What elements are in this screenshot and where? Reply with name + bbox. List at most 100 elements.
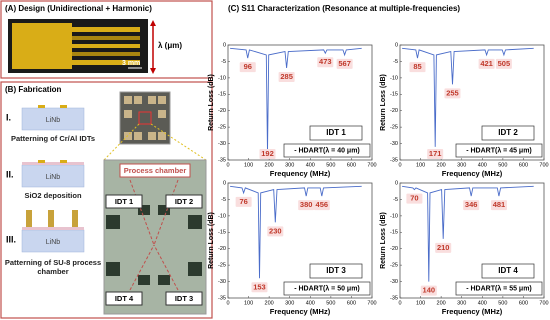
step-caption: SiO2 deposition [24, 191, 82, 200]
x-tick-label: 500 [326, 300, 335, 306]
y-tick-label: -30 [218, 141, 226, 147]
y-tick-label: -20 [390, 246, 398, 252]
chart-title: IDT 1 [326, 128, 346, 137]
idt-label: IDT 4 [115, 294, 134, 303]
peak-label-bg [298, 200, 315, 211]
x-tick-label: 0 [226, 162, 229, 168]
title-box [481, 125, 535, 141]
data-line [402, 185, 534, 282]
subtitle-box [283, 143, 371, 158]
x-axis-label: Frequency (MHz) [270, 307, 331, 316]
chamber-photo [103, 159, 207, 315]
data-line [230, 47, 362, 154]
x-tick-label: 400 [478, 300, 487, 306]
y-tick-label: -15 [218, 230, 226, 236]
peak-label: 421 [480, 59, 493, 68]
panel-c-title: (C) S11 Characterization (Resonance at m… [228, 4, 460, 13]
x-tick-label: 600 [347, 300, 356, 306]
chart-subtitle: - HDART(λ = 55 μm) [466, 284, 532, 292]
y-tick-label: -15 [218, 92, 226, 98]
x-tick-label: 700 [539, 162, 548, 168]
y-tick-label: -20 [390, 108, 398, 114]
label-box [119, 163, 191, 178]
x-tick-label: 700 [367, 162, 376, 168]
x-tick-label: 0 [226, 300, 229, 306]
y-tick-label: -20 [218, 246, 226, 252]
peak-label: 346 [465, 200, 478, 209]
y-tick-label: -10 [218, 75, 226, 81]
peak-label: 473 [319, 57, 332, 66]
y-axis-label: Return Loss (dB) [208, 212, 215, 269]
peak-label: 505 [498, 59, 511, 68]
peak-label: 481 [493, 200, 506, 209]
panel-b-frame [0, 81, 213, 319]
y-tick-label: -30 [390, 279, 398, 285]
x-tick-label: 300 [285, 300, 294, 306]
y-tick-label: -25 [218, 263, 226, 269]
peak-label: 85 [413, 62, 421, 71]
x-tick-label: 100 [416, 162, 425, 168]
chart-title: IDT 2 [498, 128, 518, 137]
peak-label-bg [313, 200, 330, 211]
peak-label-bg [495, 58, 512, 69]
substrate-label: LiNb [46, 174, 61, 181]
dimension-label: λ (μm) [158, 41, 182, 50]
subtitle-box [283, 281, 371, 296]
electrode [38, 160, 45, 163]
step-caption: Patterning of Cr/Al IDTs [10, 134, 96, 143]
peak-label: 285 [280, 72, 293, 81]
arrow-heads [150, 20, 156, 74]
peak-label: 255 [446, 88, 459, 97]
data-line [402, 47, 534, 147]
title-box [309, 263, 363, 279]
x-tick-label: 500 [326, 162, 335, 168]
step-caption: Patterning of SU-8 process chamber [4, 258, 102, 276]
x-tick-label: 200 [437, 162, 446, 168]
x-tick-label: 200 [265, 162, 274, 168]
y-tick-label: -30 [218, 279, 226, 285]
title-box [309, 125, 363, 141]
peak-label-bg [251, 282, 268, 293]
peak-label-bg [490, 200, 507, 211]
y-tick-label: 0 [395, 42, 398, 48]
peak-label-bg [267, 226, 284, 237]
x-tick-label: 700 [367, 300, 376, 306]
chart-title: IDT 4 [498, 266, 518, 275]
y-tick-label: -15 [390, 92, 398, 98]
x-tick-label: 400 [478, 162, 487, 168]
y-axis-label: Return Loss (dB) [380, 212, 387, 269]
y-tick-label: 0 [395, 180, 398, 186]
x-tick-label: 400 [306, 162, 315, 168]
peak-label-bg [406, 193, 423, 204]
x-tick-label: 300 [457, 300, 466, 306]
scale-label: 3 mm [122, 60, 140, 67]
step-number: II. [6, 169, 14, 179]
x-tick-label: 200 [265, 300, 274, 306]
x-tick-label: 0 [398, 162, 401, 168]
x-tick-label: 200 [437, 300, 446, 306]
x-tick-label: 100 [244, 162, 253, 168]
y-tick-label: -30 [390, 141, 398, 147]
x-tick-label: 100 [244, 300, 253, 306]
peak-label: 456 [316, 200, 329, 209]
label-box [105, 291, 143, 306]
y-tick-label: -5 [221, 59, 226, 65]
peak-label: 380 [300, 200, 313, 209]
y-tick-label: -25 [218, 125, 226, 131]
su8-walls [26, 210, 78, 227]
y-tick-label: -25 [390, 263, 398, 269]
step-number: III. [6, 234, 16, 244]
x-tick-label: 300 [457, 162, 466, 168]
panel-a-frame [0, 0, 213, 79]
peak-label-bg [427, 149, 444, 159]
y-axis-label: Return Loss (dB) [208, 74, 215, 131]
chart-title: IDT 3 [326, 266, 346, 275]
peak-label: 192 [261, 149, 274, 158]
x-tick-label: 500 [498, 300, 507, 306]
peak-label-bg [239, 62, 256, 73]
x-tick-label: 400 [306, 300, 315, 306]
idt-electrodes [12, 23, 140, 69]
substrate-label: LiNb [46, 239, 61, 246]
substrate [21, 107, 85, 131]
